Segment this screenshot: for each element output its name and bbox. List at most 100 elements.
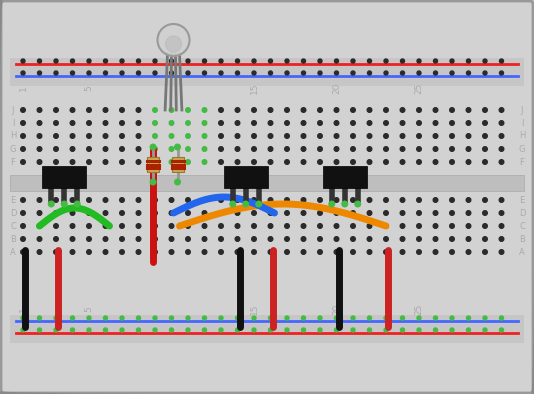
Circle shape (166, 36, 182, 52)
Circle shape (37, 224, 42, 228)
Circle shape (252, 160, 256, 164)
Circle shape (54, 316, 58, 320)
Circle shape (433, 121, 438, 125)
Circle shape (186, 328, 190, 332)
Text: F: F (11, 158, 15, 167)
Circle shape (483, 316, 487, 320)
Circle shape (450, 59, 454, 63)
Circle shape (153, 224, 158, 228)
Circle shape (466, 108, 471, 112)
Circle shape (285, 59, 289, 63)
Circle shape (269, 59, 272, 63)
Circle shape (433, 147, 438, 151)
Circle shape (499, 198, 504, 202)
Circle shape (483, 328, 487, 332)
Circle shape (499, 134, 504, 138)
Circle shape (87, 328, 91, 332)
Circle shape (61, 201, 67, 207)
Circle shape (70, 71, 75, 75)
Circle shape (87, 198, 91, 202)
Circle shape (153, 211, 158, 215)
Circle shape (104, 71, 107, 75)
Circle shape (367, 198, 372, 202)
Circle shape (235, 316, 240, 320)
Text: E: E (520, 195, 524, 204)
Circle shape (433, 224, 438, 228)
Circle shape (499, 237, 504, 241)
Circle shape (37, 71, 42, 75)
Circle shape (268, 211, 273, 215)
Circle shape (49, 201, 54, 207)
Circle shape (318, 211, 323, 215)
Circle shape (355, 201, 360, 207)
Circle shape (120, 328, 124, 332)
Circle shape (70, 211, 75, 215)
Bar (10, 175, 524, 191)
Circle shape (169, 316, 174, 320)
Circle shape (499, 328, 504, 332)
Circle shape (70, 160, 75, 164)
Circle shape (87, 316, 91, 320)
Circle shape (243, 201, 248, 207)
Circle shape (467, 328, 470, 332)
Circle shape (103, 121, 108, 125)
Circle shape (334, 134, 339, 138)
Circle shape (285, 160, 289, 164)
Circle shape (252, 108, 256, 112)
Circle shape (70, 198, 75, 202)
Circle shape (351, 316, 355, 320)
Circle shape (417, 147, 421, 151)
Circle shape (450, 134, 454, 138)
Circle shape (70, 134, 75, 138)
Circle shape (120, 108, 124, 112)
Circle shape (334, 147, 339, 151)
Circle shape (70, 108, 75, 112)
Circle shape (87, 121, 91, 125)
Circle shape (351, 71, 355, 75)
Circle shape (54, 224, 58, 228)
Text: 15: 15 (249, 303, 258, 315)
Circle shape (54, 237, 58, 241)
Circle shape (483, 160, 488, 164)
Circle shape (120, 198, 124, 202)
Circle shape (235, 198, 240, 202)
Circle shape (37, 250, 42, 254)
Circle shape (202, 328, 207, 332)
Text: 20: 20 (332, 82, 341, 94)
Text: D: D (10, 208, 16, 217)
Text: I: I (12, 119, 14, 128)
Circle shape (136, 134, 141, 138)
Circle shape (417, 316, 421, 320)
Circle shape (37, 160, 42, 164)
Circle shape (285, 316, 289, 320)
Circle shape (54, 108, 58, 112)
Circle shape (186, 224, 190, 228)
Circle shape (285, 108, 289, 112)
Circle shape (318, 328, 322, 332)
Circle shape (120, 237, 124, 241)
Circle shape (54, 121, 58, 125)
Circle shape (202, 250, 207, 254)
Circle shape (499, 147, 504, 151)
Circle shape (219, 71, 223, 75)
Circle shape (21, 147, 25, 151)
Circle shape (87, 147, 91, 151)
Circle shape (186, 316, 190, 320)
Circle shape (483, 250, 488, 254)
Text: 15: 15 (249, 82, 258, 94)
Circle shape (334, 316, 339, 320)
Text: 20: 20 (332, 303, 341, 315)
Circle shape (351, 237, 355, 241)
Circle shape (483, 147, 488, 151)
Circle shape (103, 147, 108, 151)
Circle shape (417, 59, 421, 63)
Text: A: A (10, 247, 16, 256)
Circle shape (351, 59, 355, 63)
Circle shape (400, 198, 405, 202)
Circle shape (450, 147, 454, 151)
Circle shape (87, 59, 91, 63)
Circle shape (367, 134, 372, 138)
Circle shape (186, 108, 190, 112)
Circle shape (483, 237, 488, 241)
Circle shape (367, 328, 372, 332)
